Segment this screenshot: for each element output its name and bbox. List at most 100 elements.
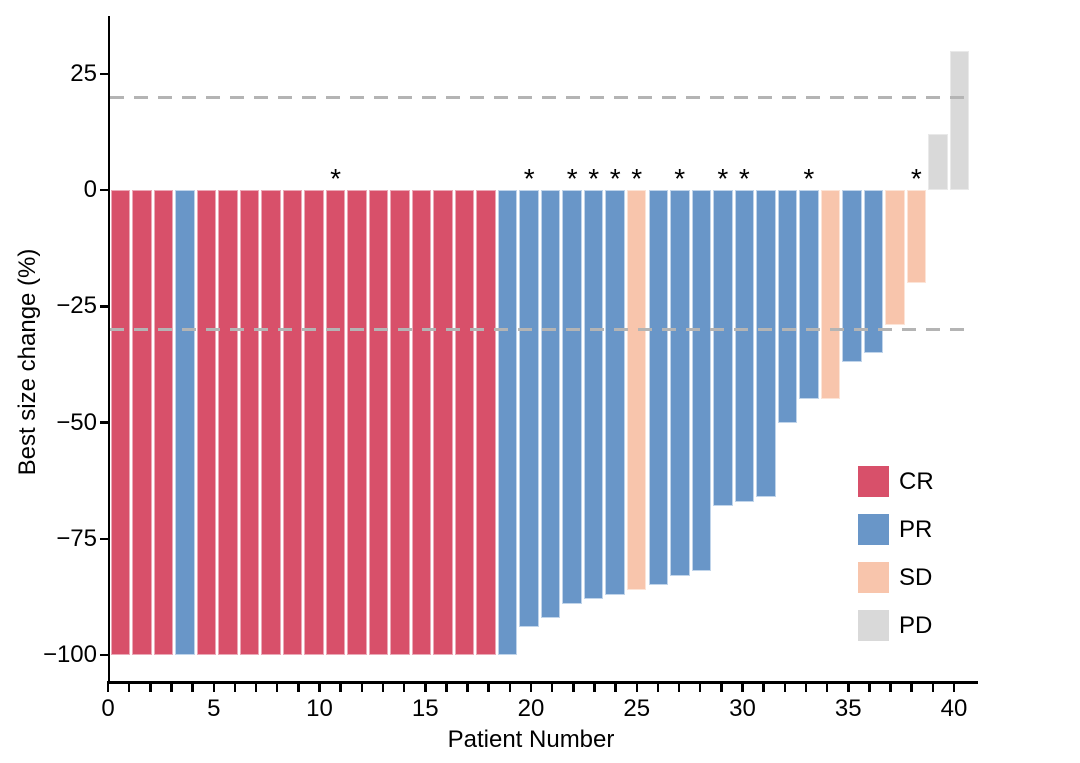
bar-patient-26-PR [648,190,668,586]
bar-patient-12-CR [347,190,367,655]
asterisk-patient-11: * [330,163,342,194]
x-tick-label-0: 0 [101,695,115,722]
x-tick-10 [318,683,321,692]
bar-patient-15-CR [411,190,432,655]
bar-patient-39-PD [928,134,948,190]
bar-patient-36-PR [863,190,884,353]
asterisk-patient-22: * [566,163,578,194]
y-axis-line [107,16,110,684]
bar-patient-22-PR [562,190,582,604]
x-axis-line [107,681,978,684]
x-tick-32 [783,683,787,692]
x-tick-1 [127,683,131,692]
x-tick-30 [741,683,744,692]
x-tick-24 [614,683,617,692]
bar-patient-8-CR [261,190,281,655]
bar-patient-25-SD [626,190,647,590]
x-tick-31 [762,683,765,692]
y-tick-label-−75: −75 [56,524,97,552]
bar-patient-9-CR [282,190,303,655]
asterisk-patient-25: * [631,163,643,194]
y-tick-label-25: 25 [70,59,97,87]
x-tick-18 [487,683,490,692]
asterisk-patient-38: * [910,163,922,194]
x-tick-29 [720,683,723,692]
bar-patient-16-CR [433,190,453,655]
asterisk-patient-23: * [588,163,600,194]
legend-swatch-SD [858,562,889,593]
x-tick-17 [466,683,469,692]
x-tick-33 [804,683,808,692]
bar-patient-28-PR [691,190,712,572]
legend-item-CR: CR [858,466,978,497]
bar-patient-34-SD [820,190,841,400]
y-tick-25 [99,72,108,75]
x-tick-40 [952,683,956,692]
bar-patient-31-PR [756,190,776,497]
x-tick-label-15: 15 [411,695,439,722]
bar-patient-24-PR [605,190,625,595]
x-tick-8 [275,683,279,692]
x-tick-36 [868,683,871,692]
y-tick-−75 [99,537,108,540]
bar-patient-7-CR [239,190,260,655]
x-tick-label-35: 35 [834,695,862,722]
x-tick-5 [212,683,215,692]
asterisk-patient-30: * [738,163,750,194]
x-tick-7 [254,683,258,692]
legend-swatch-CR [858,466,889,497]
asterisk-patient-29: * [717,163,729,194]
legend-item-PR: PR [858,514,978,545]
x-tick-21 [550,683,554,692]
x-tick-14 [402,683,406,692]
bar-patient-23-PR [583,190,604,600]
x-tick-23 [593,683,596,692]
bar-patient-38-SD [906,190,927,283]
bar-patient-32-PR [777,190,798,423]
legend-swatch-PR [858,514,889,545]
x-tick-22 [572,683,575,692]
x-tick-0 [106,683,110,692]
bar-patient-4-PR [175,190,195,655]
y-axis-title: Best size change (%) [14,248,41,476]
y-tick-label-−25: −25 [56,292,97,320]
x-tick-2 [149,683,152,692]
legend-label-CR: CR [899,467,934,495]
asterisk-patient-20: * [523,163,535,194]
bar-patient-11-CR [325,190,346,655]
y-tick-label-−50: −50 [56,408,97,436]
legend-item-PD: PD [858,610,978,641]
asterisk-patient-33: * [803,163,815,194]
asterisk-patient-27: * [674,163,686,194]
legend-label-PD: PD [899,611,933,639]
x-tick-9 [297,683,300,692]
x-tick-label-20: 20 [517,695,545,722]
y-tick-label-0: 0 [83,176,97,203]
bar-patient-5-CR [196,190,217,655]
bar-patient-6-CR [218,190,238,655]
y-tick-−100 [99,653,108,657]
bar-patient-30-PR [734,190,755,502]
x-tick-38 [910,683,913,692]
bar-patient-29-PR [713,190,733,507]
x-tick-25 [635,683,638,692]
bar-patient-2-CR [132,190,152,655]
bar-patient-27-PR [670,190,690,576]
y-tick-label-−100: −100 [42,641,97,668]
y-tick-−50 [99,421,108,424]
bar-patient-40-PD [949,50,970,190]
x-tick-39 [931,683,935,692]
x-axis-title: Patient Number [447,726,615,753]
bar-patient-35-PR [842,190,862,363]
x-tick-label-10: 10 [306,695,333,722]
x-tick-15 [424,683,427,692]
x-tick-16 [445,683,448,692]
bar-patient-20-PR [519,190,539,628]
bar-patient-33-PR [799,190,819,400]
x-tick-13 [381,683,385,692]
reference-line-20 [110,95,966,99]
x-tick-3 [170,683,173,692]
reference-line--30 [110,328,966,331]
x-tick-37 [889,683,892,692]
bar-patient-18-CR [476,190,496,655]
